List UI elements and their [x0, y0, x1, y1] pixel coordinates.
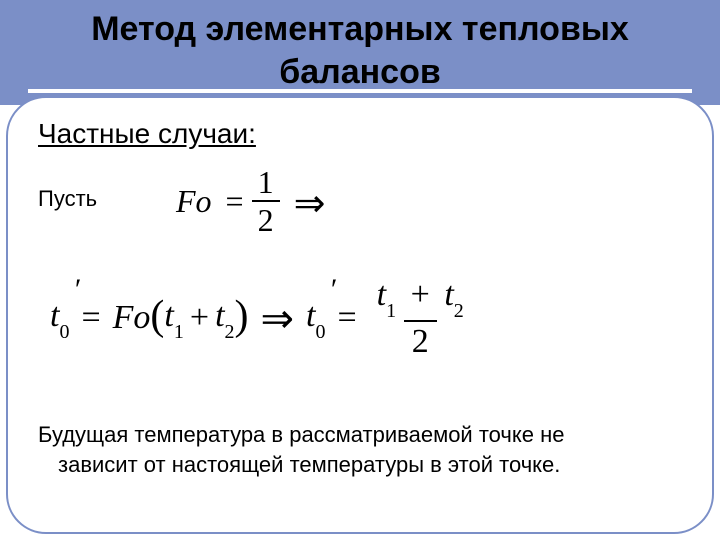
- eq2-zero-left: 0: [59, 321, 69, 343]
- equation-2: t0 ′ = Fo ( t1 + t2 ) ⇒ t0 ′ = t1 + t2 2: [50, 278, 472, 359]
- eq2-zero-right: 0: [315, 321, 325, 343]
- equation-1: Fo = 1 2 ⇒: [176, 166, 325, 236]
- eq2-lparen: (: [150, 292, 164, 340]
- eq2-t0prime-right: t0 ′: [306, 297, 325, 340]
- eq2-t1: t1: [164, 297, 183, 340]
- conclusion-line-1: Будущая температура в рассматриваемой то…: [38, 422, 564, 447]
- conclusion-text: Будущая температура в рассматриваемой то…: [38, 420, 678, 479]
- eq2-prime-right: ′: [331, 273, 338, 307]
- eq2-rparen: ): [235, 292, 249, 340]
- eq1-lhs: Fo: [176, 183, 212, 220]
- subtitle: Частные случаи:: [38, 118, 256, 150]
- eq2-t0prime-left: t0 ′: [50, 297, 69, 340]
- eq1-frac-num: 1: [252, 166, 280, 200]
- eq2-frac-num: t1 + t2: [369, 278, 472, 320]
- eq1-equals: =: [226, 183, 244, 220]
- eq1-arrow: ⇒: [294, 181, 326, 226]
- eq2-t2: t2: [215, 297, 234, 340]
- eq2-fo: Fo: [113, 299, 151, 337]
- conclusion-line-2: зависит от настоящей температуры в этой …: [38, 450, 678, 480]
- eq2-equals-1: =: [81, 299, 100, 337]
- eq2-frac-den: 2: [404, 320, 437, 359]
- eq1-fraction: 1 2: [252, 166, 280, 236]
- eq1-frac-den: 2: [252, 200, 280, 236]
- eq2-prime-left: ′: [75, 273, 82, 307]
- eq2-fraction: t1 + t2 2: [369, 278, 472, 359]
- eq2-plus-1: +: [190, 299, 209, 337]
- eq2-arrow: ⇒: [261, 295, 295, 342]
- title-underline: [28, 89, 692, 93]
- let-label: Пусть: [38, 186, 97, 212]
- page-title: Метод элементарных тепловых балансов: [30, 8, 690, 93]
- eq2-equals-2: =: [337, 299, 356, 337]
